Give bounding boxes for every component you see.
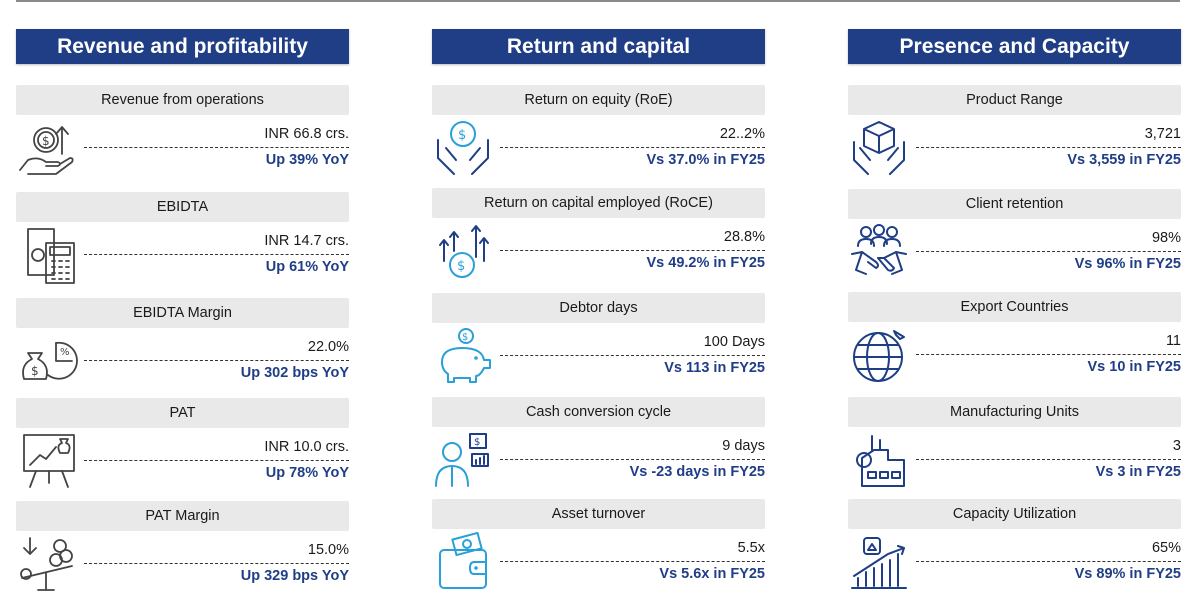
factory-icon bbox=[848, 430, 910, 492]
divider bbox=[916, 147, 1181, 148]
metric-comparison: Vs 37.0% in FY25 bbox=[646, 152, 765, 168]
metric-comparison: Vs 5.6x in FY25 bbox=[659, 566, 765, 582]
metric-value: 5.5x bbox=[737, 540, 765, 556]
metric-label: Export Countries bbox=[848, 292, 1181, 322]
divider bbox=[84, 360, 349, 361]
svg-text:$: $ bbox=[457, 259, 465, 274]
divider bbox=[500, 147, 765, 148]
metric-value: INR 14.7 crs. bbox=[264, 233, 349, 249]
divider bbox=[500, 250, 765, 251]
calculator-icon bbox=[16, 225, 78, 287]
balance-scale-icon bbox=[16, 534, 78, 596]
metric-comparison: Vs 10 in FY25 bbox=[1087, 359, 1182, 375]
metric-value: 100 Days bbox=[703, 334, 765, 350]
column-return-capital: Return and capital Return on equity (RoE… bbox=[432, 0, 765, 594]
svg-text:$: $ bbox=[31, 364, 39, 378]
metric-label: Capacity Utilization bbox=[848, 499, 1181, 529]
businessman-icon: $ bbox=[432, 430, 494, 492]
metric-value: INR 10.0 crs. bbox=[264, 439, 349, 455]
metric-value: 9 days bbox=[722, 438, 765, 454]
svg-text:%: % bbox=[60, 347, 70, 358]
growth-coin-icon: $ bbox=[432, 221, 494, 283]
globe-plane-icon bbox=[848, 325, 910, 387]
metric-comparison: Vs 3,559 in FY25 bbox=[1067, 152, 1181, 168]
money-hand-icon: $ bbox=[16, 118, 78, 180]
metric-value: 98% bbox=[1151, 230, 1181, 246]
money-bag-pie-icon: $ % bbox=[16, 331, 78, 393]
divider bbox=[84, 147, 349, 148]
metric-comparison: Vs 3 in FY25 bbox=[1095, 464, 1181, 480]
metric-label: Cash conversion cycle bbox=[432, 397, 765, 427]
metric-comparison: Up 302 bps YoY bbox=[240, 365, 349, 381]
metric-label: Revenue from operations bbox=[16, 85, 349, 115]
divider bbox=[916, 354, 1181, 355]
coin-hands-icon: $ bbox=[432, 118, 494, 180]
divider bbox=[84, 563, 349, 564]
metric-label: PAT bbox=[16, 398, 349, 428]
box-hands-icon bbox=[848, 118, 910, 180]
team-handshake-icon bbox=[848, 222, 910, 284]
metric-label: Client retention bbox=[848, 189, 1181, 219]
metric-comparison: Vs -23 days in FY25 bbox=[629, 464, 765, 480]
metric-label: EBIDTA Margin bbox=[16, 298, 349, 328]
divider bbox=[500, 459, 765, 460]
metric-label: Return on capital employed (RoCE) bbox=[432, 188, 765, 218]
metric-comparison: Up 329 bps YoY bbox=[240, 568, 349, 584]
top-divider bbox=[16, 0, 1180, 2]
presentation-board-icon bbox=[16, 431, 78, 493]
metric-value: 15.0% bbox=[307, 542, 349, 558]
piggy-bank-icon: $ bbox=[432, 326, 494, 388]
svg-text:$: $ bbox=[458, 128, 466, 143]
metric-comparison: Up 61% YoY bbox=[265, 259, 349, 275]
column-title: Presence and Capacity bbox=[848, 29, 1181, 64]
column-title: Revenue and profitability bbox=[16, 29, 349, 64]
metric-value: 3 bbox=[1172, 438, 1181, 454]
bar-growth-icon bbox=[848, 532, 910, 594]
column-revenue-profitability: Revenue and profitability Revenue from o… bbox=[16, 0, 349, 594]
metric-comparison: Up 39% YoY bbox=[265, 152, 349, 168]
divider bbox=[84, 254, 349, 255]
metric-label: Debtor days bbox=[432, 293, 765, 323]
divider bbox=[500, 561, 765, 562]
metric-value: 28.8% bbox=[723, 229, 765, 245]
metric-comparison: Vs 49.2% in FY25 bbox=[646, 255, 765, 271]
svg-text:$: $ bbox=[462, 332, 468, 343]
divider bbox=[916, 459, 1181, 460]
metric-value: INR 66.8 crs. bbox=[264, 126, 349, 142]
metric-value: 3,721 bbox=[1144, 126, 1181, 142]
metric-comparison: Vs 89% in FY25 bbox=[1074, 566, 1181, 582]
metric-value: 65% bbox=[1151, 540, 1181, 556]
column-title: Return and capital bbox=[432, 29, 765, 64]
divider bbox=[916, 561, 1181, 562]
metric-label: Return on equity (RoE) bbox=[432, 85, 765, 115]
metric-comparison: Vs 113 in FY25 bbox=[664, 360, 765, 376]
metric-value: 22.0% bbox=[307, 339, 349, 355]
metric-comparison: Up 78% YoY bbox=[265, 465, 349, 481]
metric-comparison: Vs 96% in FY25 bbox=[1074, 256, 1181, 272]
metric-label: PAT Margin bbox=[16, 501, 349, 531]
svg-text:$: $ bbox=[474, 437, 480, 448]
metric-label: Asset turnover bbox=[432, 499, 765, 529]
column-presence-capacity: Presence and Capacity Product Range 3,72… bbox=[848, 0, 1181, 594]
metric-label: Product Range bbox=[848, 85, 1181, 115]
divider bbox=[84, 460, 349, 461]
metric-label: EBIDTA bbox=[16, 192, 349, 222]
metric-value: 11 bbox=[1165, 333, 1181, 349]
divider bbox=[500, 355, 765, 356]
metric-value: 22..2% bbox=[719, 126, 765, 142]
metric-label: Manufacturing Units bbox=[848, 397, 1181, 427]
divider bbox=[916, 251, 1181, 252]
svg-text:$: $ bbox=[42, 134, 50, 148]
wallet-icon bbox=[432, 531, 494, 594]
